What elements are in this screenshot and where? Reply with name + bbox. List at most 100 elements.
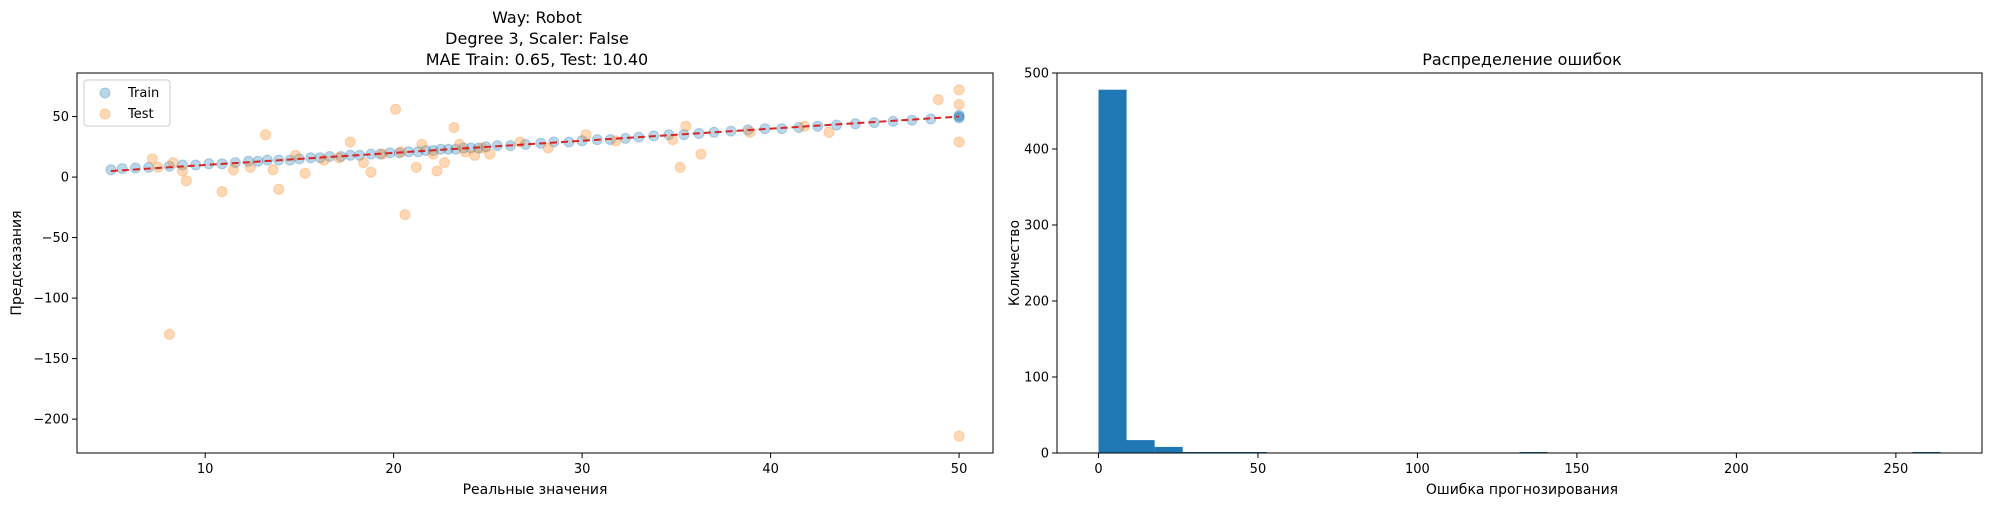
series-test [146, 84, 965, 442]
point-test-24 [416, 138, 428, 150]
point-test-27 [439, 157, 450, 169]
point-test-41 [695, 148, 707, 160]
legend-box [83, 79, 171, 127]
point-test-23 [410, 161, 422, 173]
x-tick-label-2: 30 [574, 462, 591, 477]
point-test-31 [469, 149, 481, 161]
point-test-29 [454, 138, 466, 150]
point-test-33 [484, 148, 496, 160]
legend-train-marker [99, 87, 111, 99]
histogram-plot-area [1098, 89, 1941, 453]
point-test-11 [273, 183, 285, 195]
point-test-38 [667, 134, 679, 146]
point-test-10 [267, 164, 279, 176]
scatter-axes-frame [76, 72, 994, 454]
point-test-16 [344, 136, 356, 148]
scatter-x-ticks: 10 20 30 40 50 [197, 453, 967, 477]
point-train-65 [953, 111, 965, 123]
legend-train-label: Train [127, 86, 159, 101]
hist-y-tick-label-2: 200 [1024, 295, 1049, 310]
point-test-9 [260, 129, 271, 141]
hist-x-tick-label-0: 0 [1094, 462, 1102, 477]
point-test-6 [216, 186, 228, 198]
hist-y-tick-label-4: 400 [1024, 143, 1049, 158]
y-tick-label-5: −200 [33, 413, 69, 428]
scatter-y-ticks: 50 0 −50 −100 −150 −200 [33, 110, 77, 428]
scatter-x-axis-label: Реальные значения [463, 482, 608, 498]
histogram-bar-0 [1098, 89, 1127, 453]
point-test-35 [542, 142, 554, 154]
point-train-66 [953, 109, 965, 121]
point-test-25 [427, 148, 439, 160]
y-tick-label-2: −50 [42, 231, 69, 246]
histogram-bar-2 [1154, 446, 1183, 453]
point-test-40 [680, 120, 692, 132]
legend-test-label: Test [127, 107, 154, 122]
histogram-bar-1 [1126, 440, 1155, 453]
hist-y-tick-label-5: 500 [1024, 67, 1049, 82]
scatter-title-line-3: MAE Train: 0.65, Test: 10.40 [426, 50, 648, 69]
point-test-7 [227, 164, 239, 176]
point-train-1 [116, 163, 128, 175]
point-test-28 [448, 122, 460, 133]
hist-y-tick-label-1: 100 [1024, 371, 1049, 386]
point-test-12 [290, 149, 302, 161]
histogram-y-axis-label: Количество [1007, 220, 1023, 306]
point-test-20 [390, 103, 401, 115]
x-tick-label-0: 10 [197, 462, 214, 477]
histogram-title: Распределение ошибок [1422, 50, 1622, 69]
point-test-44 [823, 126, 835, 138]
scatter-title-line-2: Degree 3, Scaler: False [445, 29, 629, 48]
point-train-67 [953, 112, 965, 124]
y-tick-label-3: −100 [33, 292, 69, 307]
hist-x-tick-label-1: 50 [1250, 462, 1267, 477]
hist-x-tick-label-5: 250 [1883, 462, 1908, 477]
point-train-4 [163, 160, 175, 172]
x-tick-label-4: 50 [951, 462, 968, 477]
point-test-13 [299, 167, 311, 179]
hist-x-tick-label-3: 150 [1564, 462, 1589, 477]
point-test-15 [333, 152, 345, 164]
scatter-title-line-1: Way: Robot [492, 8, 582, 27]
point-test-26 [431, 165, 443, 177]
scatter-chart: Way: Robot Degree 3, Scaler: False MAE T… [9, 8, 994, 498]
point-test-4 [180, 175, 192, 187]
point-test-39 [674, 161, 686, 173]
legend-test-marker [99, 108, 111, 120]
hist-x-tick-label-4: 200 [1724, 462, 1749, 477]
y-tick-label-0: 50 [52, 110, 69, 125]
point-test-49 [953, 430, 965, 442]
y-tick-label-1: 0 [61, 171, 69, 186]
x-tick-label-3: 40 [762, 462, 779, 477]
point-train-0 [105, 164, 117, 176]
ideal-line [110, 115, 960, 173]
point-train-2 [129, 162, 141, 174]
histogram-chart: Распределение ошибок 0 50 100 150 200 250 0 10… [1007, 50, 1983, 498]
x-tick-label-1: 20 [385, 462, 402, 477]
histogram-x-ticks: 0 50 100 150 200 250 [1094, 453, 1908, 477]
y-tick-label-4: −150 [33, 352, 69, 367]
scatter-plot-area [105, 84, 965, 442]
point-test-46 [953, 84, 965, 96]
histogram-y-ticks: 0 100 200 300 400 500 [1024, 67, 1057, 462]
point-test-37 [610, 135, 622, 147]
scatter-y-axis-label: Предсказания [9, 210, 25, 315]
point-test-45 [932, 94, 944, 106]
scatter-legend: Train Test [83, 79, 171, 127]
point-test-0 [146, 153, 158, 165]
histogram-axes-frame [1056, 72, 1983, 454]
point-test-8 [244, 161, 256, 173]
point-test-48 [953, 136, 965, 148]
point-test-36 [580, 129, 592, 141]
point-test-18 [365, 166, 377, 178]
histogram-x-axis-label: Ошибка прогнозирования [1426, 482, 1618, 498]
point-test-2 [167, 157, 179, 169]
point-test-17 [358, 157, 369, 169]
point-test-47 [953, 99, 965, 110]
point-test-22 [399, 209, 411, 221]
point-train-3 [143, 161, 155, 173]
hist-y-tick-label-3: 300 [1024, 219, 1049, 234]
hist-x-tick-label-2: 100 [1405, 462, 1430, 477]
hist-y-tick-label-0: 0 [1041, 447, 1049, 462]
